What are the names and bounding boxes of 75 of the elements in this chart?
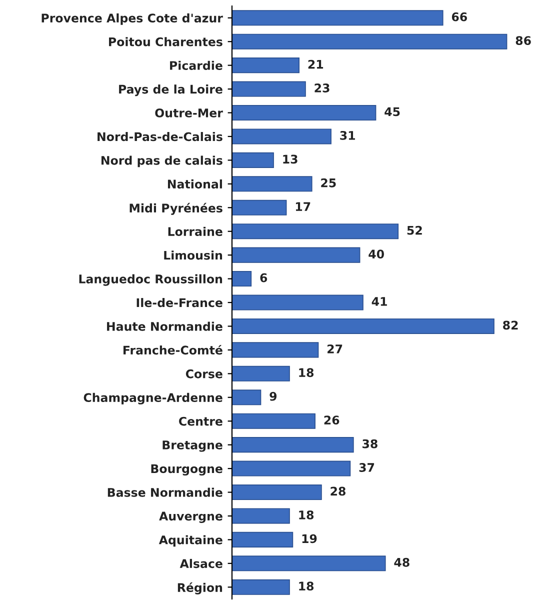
y-tick-label: Basse Normandie [108, 488, 222, 497]
y-tick-label: Pays de la Loire [119, 84, 222, 96]
y-tick-label: Bretagne [162, 440, 222, 452]
y-tick-label: Franche-Comté [124, 344, 222, 355]
data-label: 82 [503, 320, 518, 330]
data-label: 28 [330, 486, 346, 496]
bar [232, 224, 399, 240]
y-tick-label: Outre-Mer [155, 108, 223, 118]
bar [232, 413, 316, 429]
y-tick-label: Midi Pyrénées [130, 202, 222, 215]
y-tick-label: Languedoc Roussillon [79, 274, 222, 286]
y-tick-label: Champagne-Ardenne [84, 392, 222, 404]
data-label: 18 [299, 510, 314, 520]
bar [232, 34, 508, 50]
y-tick-label: Auvergne [159, 512, 222, 523]
bar [232, 271, 252, 287]
bar [232, 200, 287, 216]
y-tick-label: Alsace [180, 558, 222, 568]
data-label: 66 [452, 12, 467, 22]
bar [232, 104, 376, 121]
bar [232, 460, 351, 476]
bar [232, 176, 312, 192]
data-label: 48 [394, 558, 410, 567]
data-label: 31 [340, 130, 355, 140]
data-label: 9 [270, 392, 277, 401]
y-tick-label: Picardie [170, 60, 222, 70]
data-label: 18 [299, 368, 314, 378]
bar [232, 342, 319, 358]
y-tick-label: Limousin [164, 250, 222, 260]
data-label: 23 [314, 84, 330, 92]
bar [232, 128, 332, 144]
y-tick-label: Région [178, 582, 222, 594]
data-label: 21 [308, 60, 324, 69]
bar [232, 579, 290, 595]
data-label: 25 [321, 178, 336, 188]
data-label: 45 [384, 107, 400, 116]
data-label: 17 [296, 202, 310, 211]
data-label: 40 [368, 250, 384, 258]
bar [232, 484, 322, 500]
data-label: 52 [407, 226, 422, 235]
bar [232, 58, 300, 74]
bar [232, 247, 360, 263]
data-label: 27 [328, 344, 342, 354]
y-tick-label: Provence Alpes Cote d'azur [42, 13, 223, 25]
data-label: 6 [260, 273, 268, 282]
y-tick-label: Corse [186, 369, 222, 378]
bar [232, 294, 364, 310]
y-tick-label: Ile-de-France [136, 298, 222, 308]
y-tick-label: Haute Normandie [107, 322, 222, 331]
y-tick-label: Lorraine [168, 226, 222, 236]
bar [232, 81, 306, 97]
data-label: 19 [302, 534, 317, 544]
data-label: 18 [299, 582, 314, 591]
data-label: 86 [516, 36, 531, 46]
y-tick-label: Nord-Pas-de-Calais [98, 132, 222, 142]
data-label: 37 [359, 463, 374, 472]
bar [232, 532, 294, 548]
bar [232, 10, 444, 26]
bar [232, 508, 290, 524]
y-tick-label: Nord pas de calais [101, 156, 222, 168]
bar [232, 366, 290, 382]
y-tick-label: National [168, 179, 222, 189]
bar [232, 152, 274, 168]
bar [232, 318, 494, 334]
bar [232, 390, 262, 406]
y-tick-label: Bourgogne [151, 464, 222, 476]
bar [232, 437, 354, 453]
data-label: 26 [324, 416, 340, 425]
data-label: 41 [372, 297, 387, 306]
data-label: 38 [362, 439, 378, 448]
data-label: 13 [283, 154, 298, 164]
y-tick-label: Centre [178, 416, 222, 426]
y-tick-label: Poitou Charentes [109, 37, 222, 46]
bar [232, 556, 386, 572]
y-tick-label: Aquitaine [158, 535, 222, 547]
